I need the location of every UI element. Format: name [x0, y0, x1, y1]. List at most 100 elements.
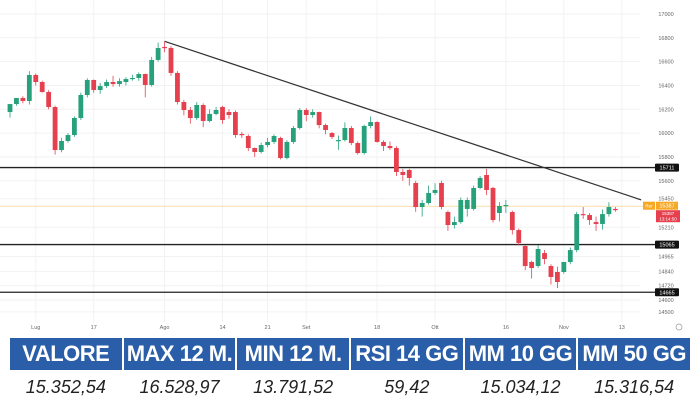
x-tick-label: Set — [302, 325, 311, 331]
y-tick-label: 14720 — [658, 284, 673, 290]
x-tick-label: 16 — [503, 325, 509, 331]
y-tick-label: 15210 — [658, 225, 673, 231]
candle-body — [548, 266, 554, 277]
y-tick-label: 17000 — [658, 12, 673, 18]
candle-body — [84, 79, 90, 95]
x-tick-label: Lug — [31, 325, 40, 331]
candle-body — [458, 200, 464, 223]
y-tick-label: 15800 — [658, 155, 673, 161]
candle-body — [194, 105, 200, 118]
candle-body — [477, 177, 483, 188]
candle-body — [46, 92, 52, 108]
candle-body — [20, 97, 26, 101]
candle-body — [278, 138, 283, 159]
price-tag-bg — [643, 201, 655, 210]
candle-body — [509, 212, 515, 231]
value-valore: 15.352,54 — [25, 377, 106, 397]
candle-body — [310, 112, 316, 116]
candle-body — [175, 72, 180, 103]
candle-body — [419, 202, 425, 208]
level-label-bg — [655, 163, 679, 172]
candle-body — [239, 133, 245, 136]
candle-body — [220, 107, 225, 121]
candle-body — [426, 192, 431, 203]
candle-body — [348, 128, 354, 144]
candle-body — [445, 212, 451, 226]
candle-body — [200, 105, 206, 121]
candle-body — [245, 135, 251, 149]
y-tick-label: 15600 — [658, 179, 673, 185]
candle-body — [593, 222, 599, 224]
candle-body — [91, 79, 97, 90]
candle-body — [413, 182, 419, 208]
candle-body — [329, 133, 335, 137]
candle-body — [600, 214, 605, 224]
y-tick-label: 16800 — [658, 36, 673, 42]
candle-body — [297, 110, 303, 129]
candle-body — [361, 125, 367, 154]
candle-body — [117, 81, 122, 85]
candle-body — [374, 122, 380, 142]
live-price-label: 15387 — [662, 211, 675, 216]
candle-body — [606, 207, 612, 215]
candle-body — [78, 94, 84, 118]
x-tick-label: Ott — [431, 325, 439, 331]
price-tag: Rer — [645, 204, 653, 209]
candle-body — [7, 104, 13, 113]
candle-body — [503, 205, 509, 207]
level-label-bg — [655, 288, 679, 297]
candle-body — [233, 112, 238, 136]
header-mm-50: MM 50 GG — [578, 338, 690, 370]
candle-body — [561, 261, 567, 272]
candle-body — [368, 122, 374, 126]
candle-body — [162, 46, 167, 49]
candle-body — [258, 145, 264, 152]
candle-body — [516, 230, 522, 244]
level-label: 15711 — [660, 166, 675, 172]
y-tick-label: 14840 — [658, 269, 673, 275]
y-tick-label: 14500 — [658, 310, 673, 316]
value-mm-50: 15.316,54 — [594, 377, 675, 397]
x-tick-label: 14 — [219, 325, 225, 331]
candle-body — [290, 128, 296, 142]
y-tick-label: 16600 — [658, 60, 673, 66]
candle-body — [14, 97, 19, 105]
candle-body — [439, 182, 444, 208]
candle-body — [342, 128, 348, 141]
candlestick-chart[interactable]: 17000 16800 16600 16400 16200 16000 15800 15600… — [0, 0, 700, 335]
x-tick-label: 18 — [374, 325, 380, 331]
candle-body — [155, 48, 161, 60]
candle-body — [567, 250, 573, 262]
candle-body — [336, 140, 341, 142]
header-mm-10: MM 10 GG — [464, 338, 577, 370]
candle-body — [303, 110, 309, 116]
value-mm-10: 15.034,12 — [480, 377, 561, 397]
candle-body — [284, 141, 290, 159]
y-tick-label: 16400 — [658, 83, 673, 89]
y-tick-label: 15450 — [658, 197, 673, 203]
candle-body — [149, 59, 155, 85]
candle-body — [497, 205, 502, 213]
y-tick-label: 14600 — [658, 298, 673, 304]
candle-body — [142, 74, 148, 85]
candle-body — [490, 187, 496, 221]
candle-body — [123, 79, 129, 83]
value-min-12m: 13.791,52 — [253, 377, 334, 397]
candle-body — [555, 271, 560, 283]
candle-body — [381, 141, 386, 147]
last-price-label-bg — [656, 201, 678, 210]
x-tick-label: Nov — [559, 325, 569, 331]
x-tick-label: Ago — [160, 325, 170, 331]
candle-body — [529, 261, 535, 269]
candle-body — [580, 214, 586, 216]
candle-body — [33, 74, 39, 83]
candle-body — [52, 107, 58, 151]
candle-body — [187, 110, 193, 118]
candle-body — [168, 48, 174, 73]
x-tick-label: 21 — [265, 325, 271, 331]
candle-body — [522, 246, 528, 267]
live-price-time: 13:14:50 — [659, 217, 677, 222]
candle-body — [574, 214, 580, 251]
value-rsi-14: 59,42 — [384, 377, 430, 397]
candle-body — [471, 187, 477, 209]
